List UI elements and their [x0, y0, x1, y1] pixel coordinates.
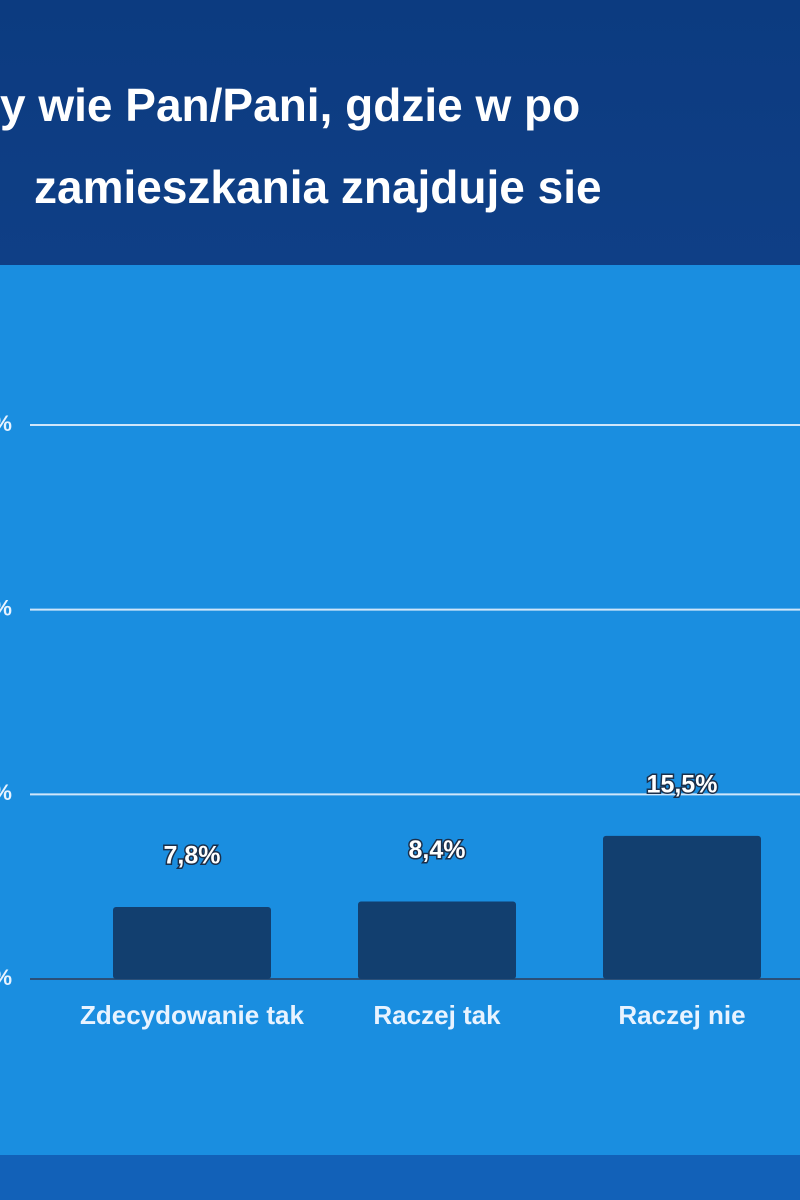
chart-title-line: y wie Pan/Pani, gdzie w po [0, 79, 581, 131]
x-tick-label: Raczej nie [618, 1000, 746, 1030]
footer-band [0, 1155, 800, 1200]
y-tick-label: 60% [0, 411, 12, 436]
x-tick-label: Raczej tak [373, 1000, 501, 1030]
y-tick-label: 40% [0, 595, 12, 620]
bar [113, 906, 271, 979]
value-label: 7,8% [164, 842, 221, 870]
y-tick-label: 0% [0, 965, 12, 990]
chart-title-line: zamieszkania znajduje sie [34, 161, 602, 213]
bar [358, 901, 516, 979]
value-label: 8,4% [409, 836, 466, 864]
header-band [0, 0, 800, 265]
y-tick-label: 20% [0, 780, 12, 805]
value-label: 15,5% [647, 770, 718, 798]
bar [603, 835, 761, 979]
x-tick-label: Zdecydowanie tak [80, 1000, 304, 1030]
